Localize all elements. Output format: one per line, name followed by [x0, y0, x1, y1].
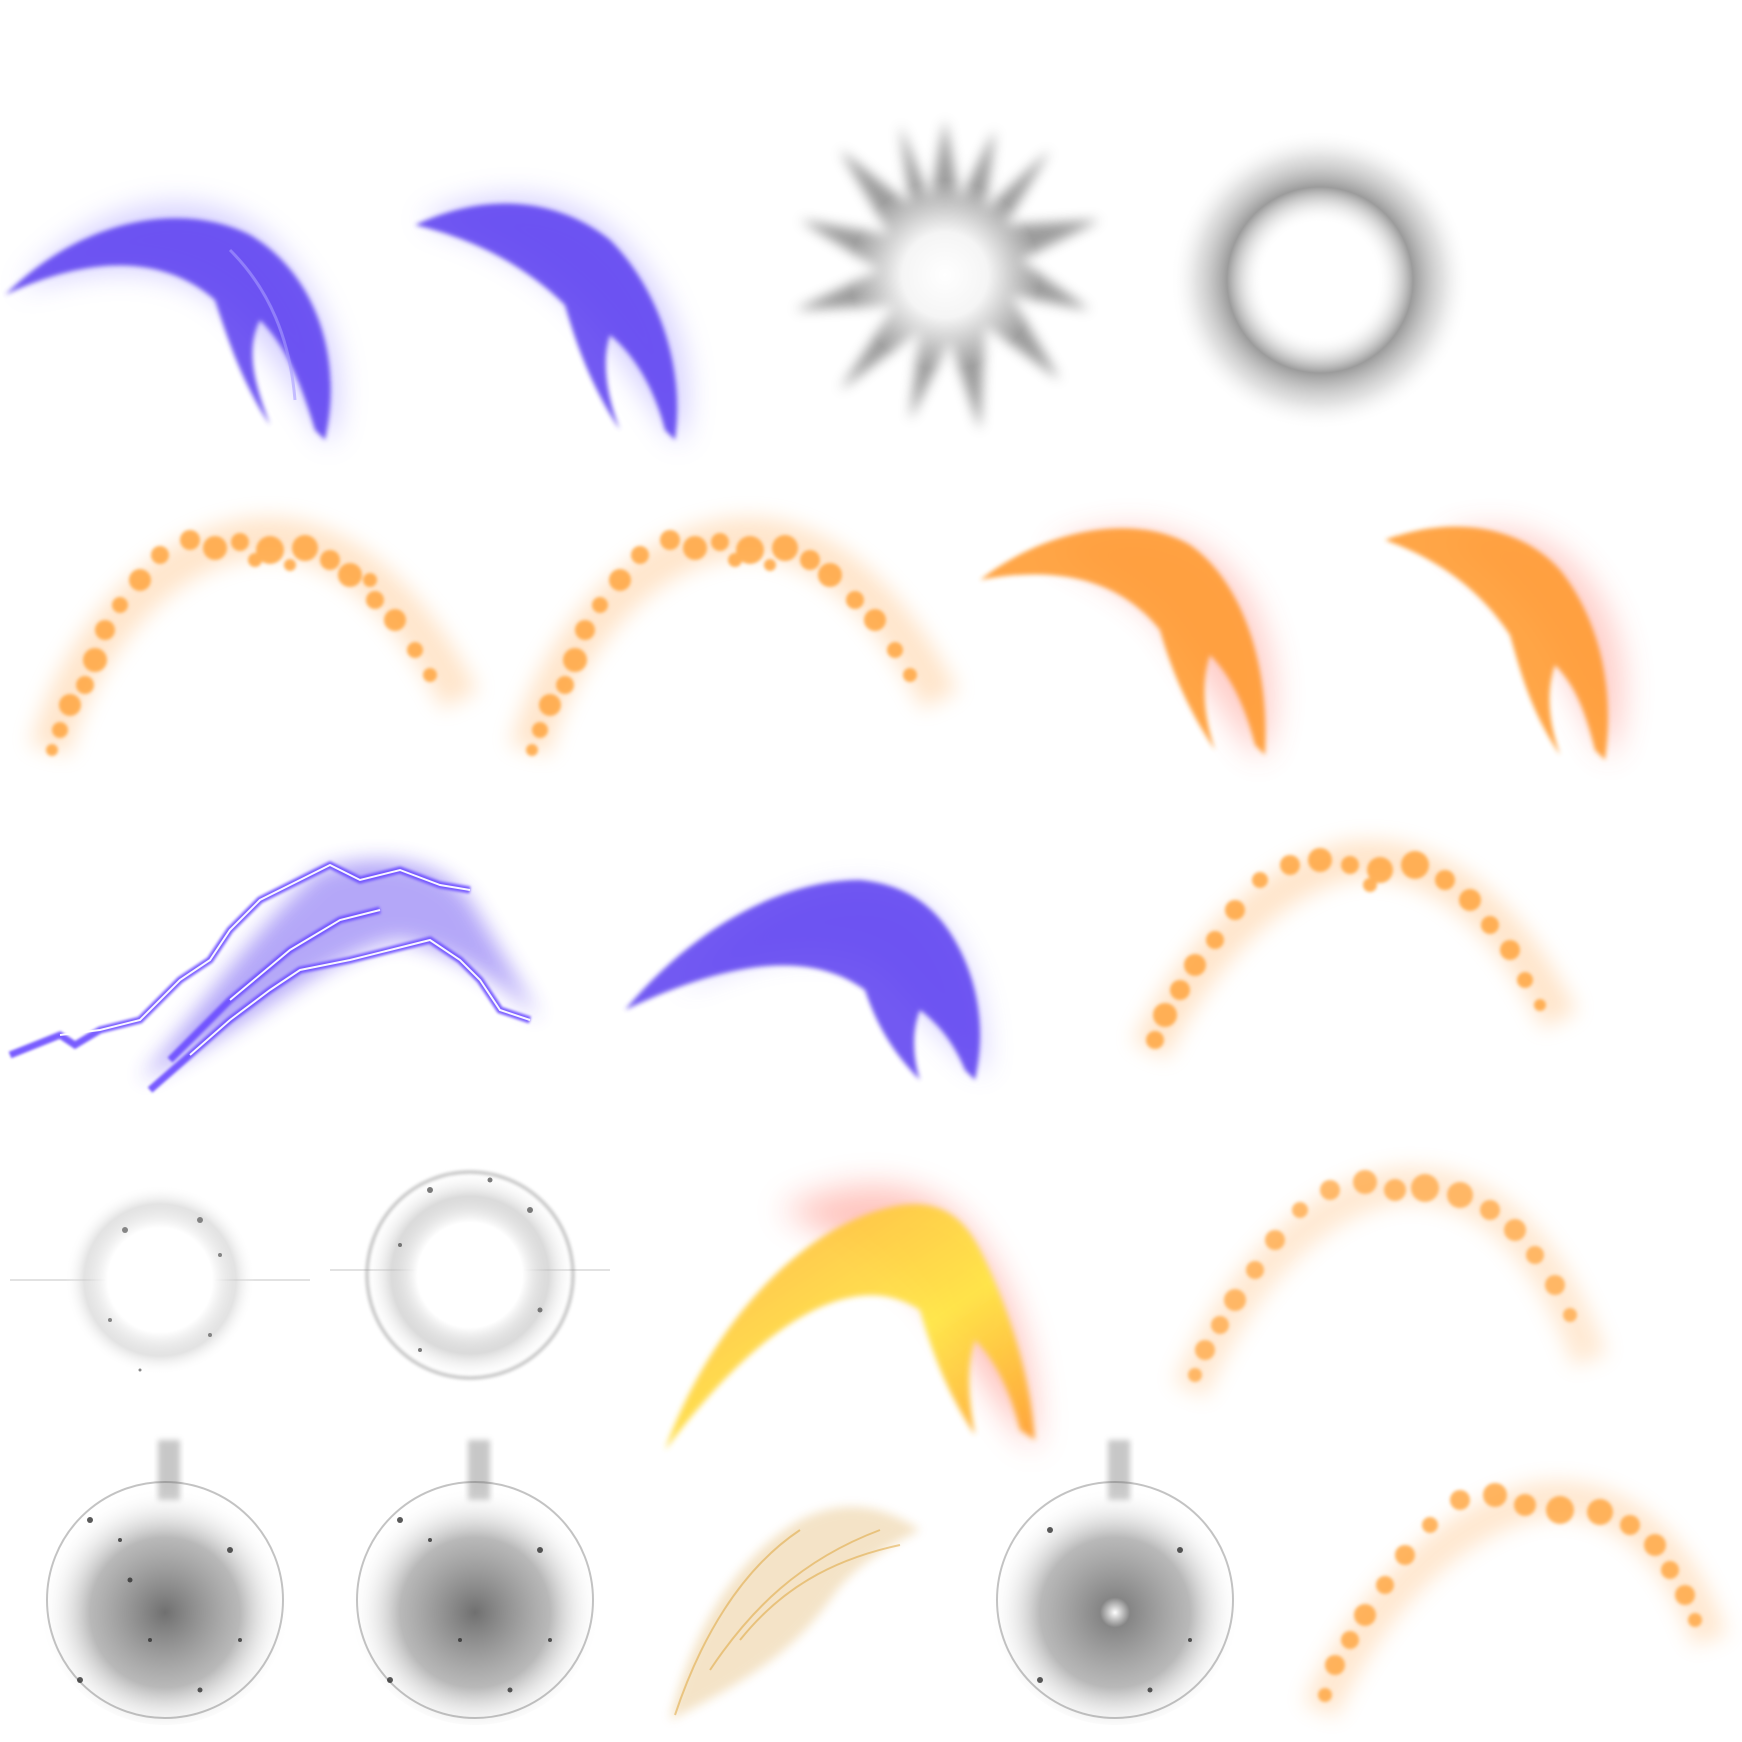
- white-flash-1: [10, 1160, 310, 1390]
- white-flash-ring: [330, 1150, 610, 1400]
- gray-ring: [1170, 130, 1470, 430]
- smoke-sphere-1: [30, 1440, 300, 1730]
- orange-spray-2: [510, 516, 958, 770]
- smoke-sphere-2: [340, 1440, 610, 1730]
- violet-slash-1: [0, 180, 380, 470]
- violet-arc: [620, 860, 1040, 1090]
- orange-spray-4: [1170, 1160, 1607, 1410]
- violet-lightning: [0, 840, 560, 1100]
- amber-wisp: [650, 1470, 930, 1730]
- smoke-sphere-3: [980, 1440, 1250, 1730]
- gray-burst: [780, 110, 1110, 440]
- orange-slash-1: [970, 510, 1330, 770]
- violet-slash-2: [410, 180, 740, 460]
- orange-slash-2: [1380, 510, 1680, 770]
- orange-spray-1: [30, 516, 478, 770]
- orange-spray-5: [1300, 1470, 1728, 1720]
- fire-arc: [660, 1170, 1090, 1460]
- orange-spray-3: [1130, 840, 1577, 1070]
